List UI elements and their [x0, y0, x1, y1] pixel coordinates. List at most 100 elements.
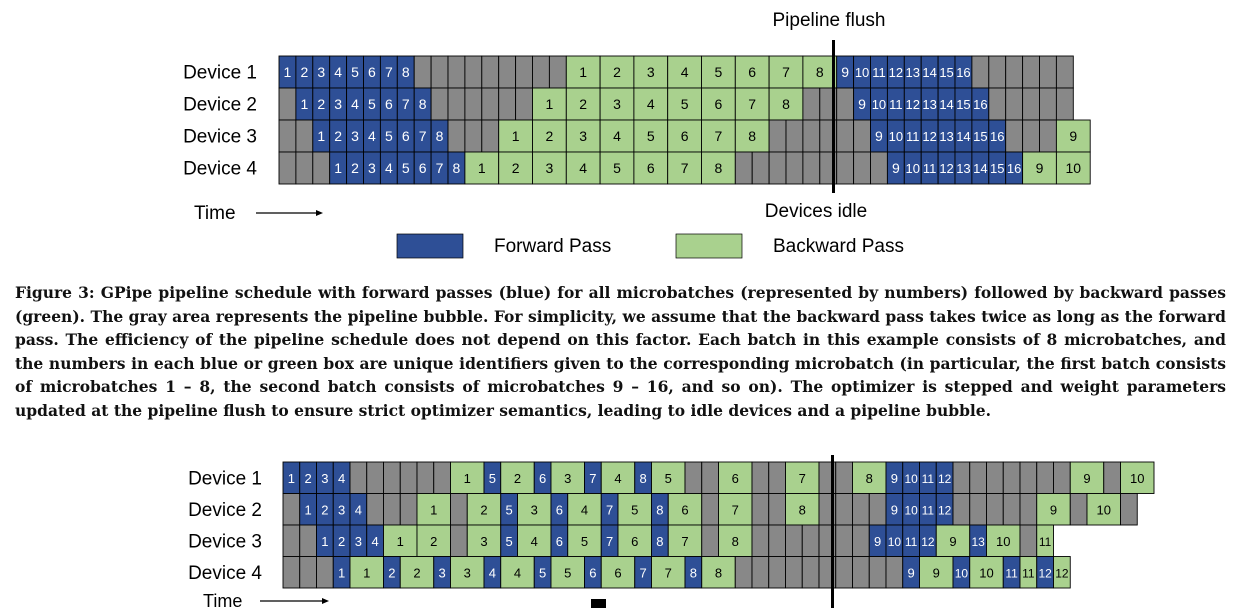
idle-cell — [282, 556, 301, 589]
microbatch-id: 13 — [939, 129, 953, 144]
microbatch-id: 11 — [1022, 566, 1035, 580]
microbatch-id: 12 — [939, 161, 953, 176]
microbatch-id: 4 — [334, 64, 342, 80]
microbatch-id: 2 — [430, 534, 437, 549]
microbatch-id: 11 — [922, 472, 935, 486]
microbatch-id: 10 — [888, 535, 902, 549]
microbatch-id: 4 — [681, 64, 689, 80]
microbatch-id: 8 — [402, 64, 410, 80]
microbatch-id: 8 — [715, 160, 723, 176]
microbatch-id: 4 — [351, 96, 359, 112]
idle-cell — [282, 524, 301, 557]
backward-pass-cell — [600, 556, 636, 589]
microbatch-id: 10 — [906, 161, 920, 176]
device-label: Device 3 — [183, 127, 257, 148]
microbatch-id: 1 — [321, 534, 328, 549]
microbatch-id: 5 — [681, 96, 689, 112]
microbatch-id: 5 — [489, 471, 496, 486]
microbatch-id: 12 — [1055, 566, 1069, 580]
device-label: Device 1 — [183, 63, 257, 84]
backward-pass-cell — [701, 119, 736, 153]
time-arrow — [256, 210, 323, 216]
idle-cell — [1103, 461, 1121, 494]
microbatch-id: 11 — [906, 129, 920, 144]
idle-cell — [701, 461, 719, 494]
microbatch-id: 7 — [640, 565, 647, 580]
backward-pass-cell — [599, 151, 635, 185]
microbatch-id: 8 — [866, 471, 873, 486]
microbatch-id: 7 — [748, 96, 756, 112]
microbatch-id: 7 — [681, 160, 689, 176]
backward-pass-cell — [633, 55, 669, 89]
microbatch-id: 10 — [904, 503, 918, 517]
backward-pass-cell — [1086, 493, 1121, 526]
legend-backward-swatch — [675, 233, 743, 259]
microbatch-id: 7 — [606, 502, 613, 517]
idle-cell — [1120, 493, 1138, 526]
idle-cell — [701, 524, 719, 557]
microbatch-id: 2 — [613, 64, 621, 80]
microbatch-id: 4 — [531, 534, 538, 549]
backward-pass-cell — [416, 524, 451, 557]
microbatch-id: 1 — [546, 96, 554, 112]
microbatch-id: 3 — [355, 534, 362, 549]
idle-cell — [751, 461, 770, 494]
idle-cell — [768, 461, 786, 494]
microbatch-id: 10 — [1130, 471, 1144, 486]
microbatch-id: 11 — [872, 65, 886, 80]
devices-idle-label: Devices idle — [765, 201, 867, 222]
microbatch-id: 7 — [665, 565, 672, 580]
idle-cell — [1019, 493, 1038, 526]
microbatch-id: 5 — [631, 502, 638, 517]
microbatch-id: 2 — [300, 64, 308, 80]
microbatch-id: 1 — [512, 128, 520, 144]
backward-pass-cell — [532, 151, 567, 185]
microbatch-id: 11 — [922, 503, 935, 517]
time-arrow-bottom — [260, 598, 329, 604]
microbatch-id: 3 — [317, 64, 325, 80]
microbatch-id: 9 — [891, 502, 898, 517]
idle-cell — [751, 524, 770, 557]
backward-pass-cell — [734, 87, 770, 121]
microbatch-id: 2 — [546, 128, 554, 144]
backward-pass-cell — [550, 461, 585, 494]
microbatch-id: 1 — [334, 160, 342, 176]
microbatch-id: 6 — [419, 160, 427, 176]
backward-pass-cell — [599, 119, 635, 153]
backward-pass-cell — [565, 55, 601, 89]
microbatch-id: 3 — [334, 96, 342, 112]
microbatch-id: 3 — [579, 128, 587, 144]
legend-forward-swatch — [396, 233, 464, 259]
idle-cell — [299, 556, 317, 589]
microbatch-id: 3 — [464, 565, 471, 580]
backward-pass-cell — [667, 493, 703, 526]
microbatch-id: 2 — [317, 96, 325, 112]
microbatch-id: 9 — [1083, 471, 1090, 486]
idle-cell — [952, 461, 971, 494]
microbatch-id: 16 — [973, 97, 987, 112]
microbatch-id: 6 — [556, 502, 563, 517]
backward-pass-cell — [464, 151, 500, 185]
time-label: Time — [194, 203, 236, 224]
idle-cell — [835, 556, 853, 589]
microbatch-id: 1 — [338, 565, 345, 580]
microbatch-id: 4 — [647, 96, 655, 112]
backward-pass-cell — [1053, 556, 1071, 589]
microbatch-id: 1 — [464, 471, 471, 486]
microbatch-id: 1 — [579, 64, 587, 80]
microbatch-id: 1 — [430, 502, 437, 517]
microbatch-id: 4 — [514, 565, 521, 580]
microbatch-id: 11 — [905, 535, 918, 549]
idle-cell — [952, 493, 971, 526]
microbatch-id: 16 — [1007, 161, 1021, 176]
microbatch-id: 10 — [855, 65, 869, 80]
backward-pass-cell — [852, 461, 887, 494]
microbatch-id: 6 — [589, 565, 596, 580]
microbatch-id: 14 — [922, 65, 936, 80]
idle-cell — [383, 461, 401, 494]
microbatch-id: 5 — [613, 160, 621, 176]
microbatch-id: 12 — [1038, 566, 1052, 580]
idle-cell — [383, 493, 401, 526]
microbatch-id: 4 — [385, 160, 393, 176]
backward-pass-cell — [532, 119, 567, 153]
